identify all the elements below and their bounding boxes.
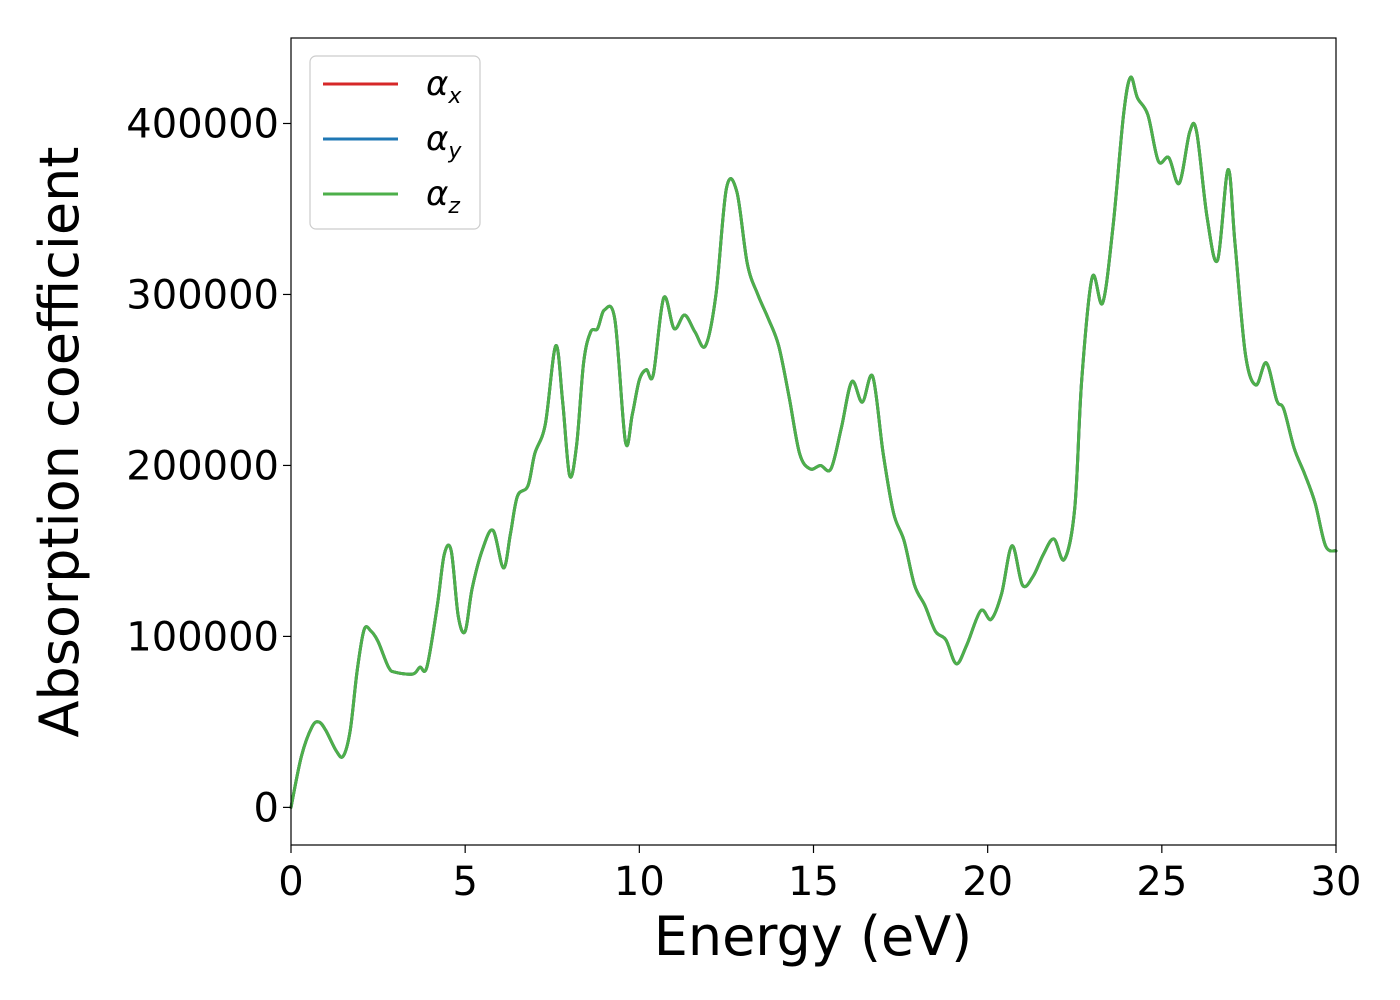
y-axis: 0 100000 200000 300000 400000 [126,101,291,831]
x-axis-title: Energy (eV) [654,905,973,968]
legend: αx αy αz [309,55,481,230]
x-tick-label: 25 [1136,859,1187,905]
legend-label-y: αy [426,119,462,164]
legend-label-z: αz [426,174,460,219]
x-tick-label: 5 [452,859,477,905]
y-axis-title: Absorption coefficient [28,147,91,738]
y-tick-label: 200000 [126,443,279,489]
y-tick-label: 300000 [126,272,279,318]
series-line-αz [289,75,1338,809]
x-tick-label: 20 [962,859,1013,905]
x-tick-label: 30 [1311,859,1362,905]
y-tick-label: 100000 [126,614,279,660]
x-tick-label: 15 [788,859,839,905]
x-tick-label: 0 [278,859,303,905]
x-axis: 0 5 10 15 20 25 30 [278,845,1361,905]
series-layer [289,75,1338,809]
x-tick-label: 10 [614,859,665,905]
legend-label-x: αx [426,64,462,109]
y-tick-label: 400000 [126,101,279,147]
y-tick-label: 0 [254,785,279,831]
legend-box [309,55,481,230]
